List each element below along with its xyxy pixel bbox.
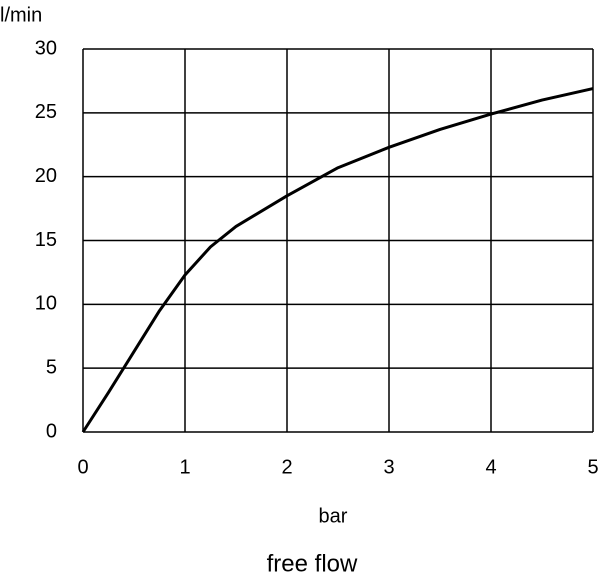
y-tick-label: 15 bbox=[35, 229, 57, 251]
x-tick-label: 3 bbox=[383, 456, 394, 478]
y-tick-label: 5 bbox=[46, 356, 57, 378]
y-tick-label: 25 bbox=[35, 101, 57, 123]
x-axis-label: bar bbox=[319, 505, 348, 527]
y-tick-label: 10 bbox=[35, 293, 57, 315]
x-tick-label: 5 bbox=[587, 456, 598, 478]
y-tick-label: 20 bbox=[35, 165, 57, 187]
x-tick-label: 4 bbox=[485, 456, 496, 478]
y-tick-label: 30 bbox=[35, 37, 57, 59]
chart-title: free flow bbox=[267, 550, 358, 577]
x-tick-label: 2 bbox=[281, 456, 292, 478]
data-line bbox=[81, 87, 594, 433]
y-axis-label: l/min bbox=[0, 4, 42, 26]
x-tick-label: 0 bbox=[77, 456, 88, 478]
x-tick-label: 1 bbox=[179, 456, 190, 478]
y-tick-label: 0 bbox=[46, 420, 57, 442]
